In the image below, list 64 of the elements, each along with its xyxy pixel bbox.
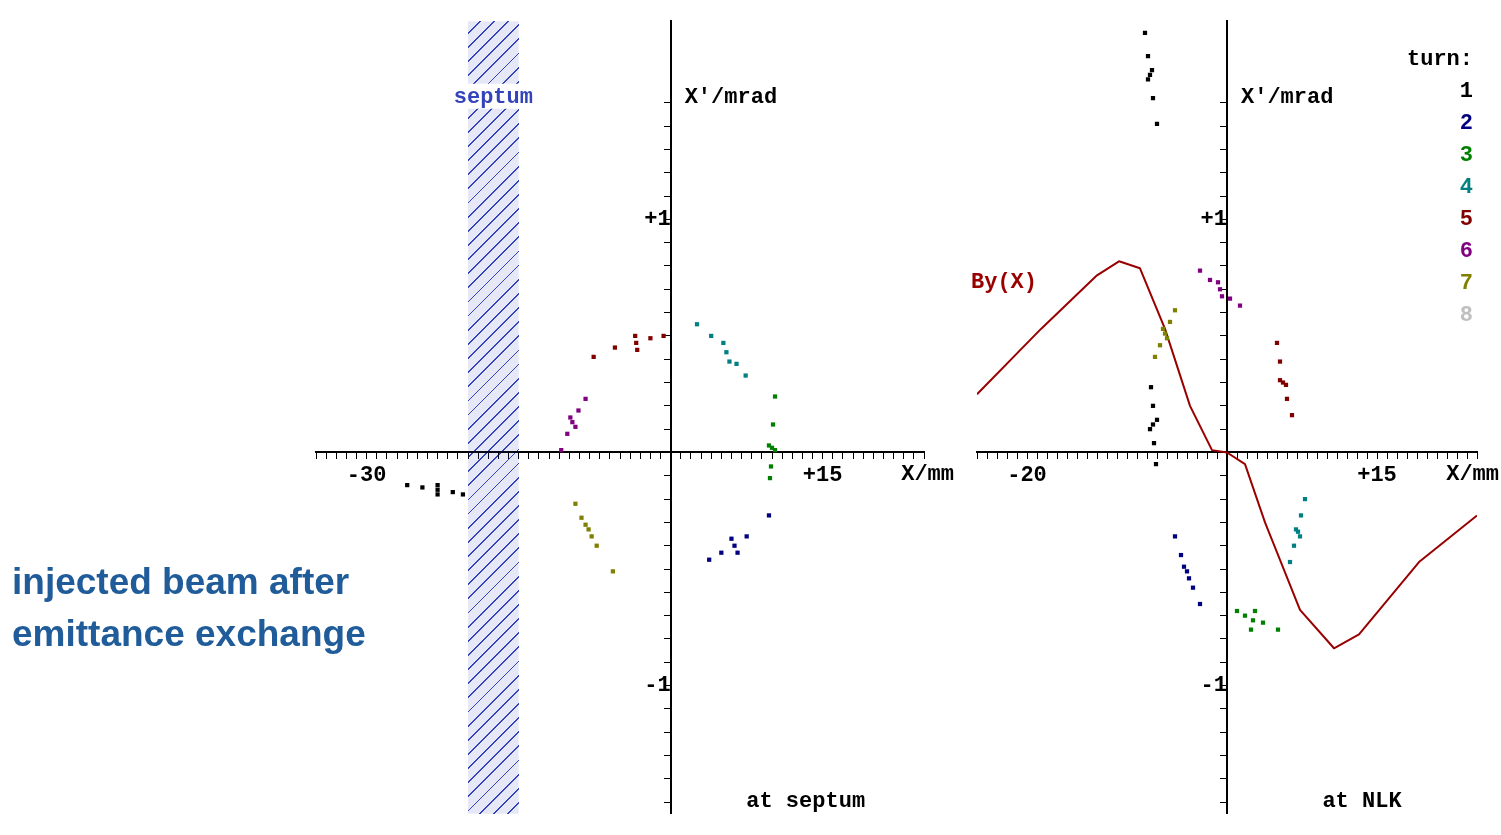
point xyxy=(586,527,591,532)
text: 2 xyxy=(1458,110,1473,138)
point xyxy=(1297,534,1303,539)
point xyxy=(734,361,739,366)
point xyxy=(1227,296,1233,301)
point xyxy=(1150,422,1156,427)
point xyxy=(1277,359,1283,364)
point xyxy=(729,536,734,541)
point xyxy=(1145,77,1151,82)
point xyxy=(435,487,440,492)
y-axis-title: X'/mrad xyxy=(684,84,778,110)
text: 4 xyxy=(1458,174,1473,202)
point xyxy=(661,333,666,339)
point xyxy=(568,415,573,420)
text: 1 xyxy=(1458,78,1473,106)
x-tick-label: -30 xyxy=(346,463,387,489)
y-tick-label: -1 xyxy=(1200,673,1227,699)
point xyxy=(768,464,774,469)
point xyxy=(589,534,594,539)
legend-label: 8 xyxy=(1458,302,1473,330)
annotation: at NLK xyxy=(1322,789,1403,814)
point xyxy=(420,485,425,490)
text: 7 xyxy=(1458,270,1473,298)
point xyxy=(435,492,440,497)
point xyxy=(460,492,466,497)
point xyxy=(744,534,749,539)
point xyxy=(576,408,581,413)
point xyxy=(743,373,748,378)
x-axis-title: X/mm xyxy=(1446,462,1499,488)
point xyxy=(735,550,740,555)
point xyxy=(1298,513,1304,518)
point xyxy=(573,424,578,429)
text: injected beam after emittance exchange xyxy=(12,560,367,656)
text: 5 xyxy=(1458,206,1473,234)
y-tick-label: +1 xyxy=(1200,206,1227,232)
point xyxy=(1162,331,1168,336)
point xyxy=(766,513,772,518)
point xyxy=(1172,534,1178,539)
y-tick-label: +1 xyxy=(644,206,671,232)
point xyxy=(579,515,584,520)
point xyxy=(770,422,776,427)
point xyxy=(732,543,737,548)
series-label: By(X) xyxy=(971,270,1038,296)
x-tick-label: -20 xyxy=(1007,463,1047,489)
x-axis-title: X/mm xyxy=(901,462,954,488)
point xyxy=(727,359,732,364)
point xyxy=(583,522,588,527)
point xyxy=(648,336,653,341)
text: 3 xyxy=(1458,142,1473,170)
point xyxy=(772,394,778,399)
legend-title: turn: xyxy=(1406,46,1473,74)
x-tick-label: +15 xyxy=(802,463,843,489)
band-label: septum xyxy=(453,84,533,110)
x-tick-label: +15 xyxy=(1357,463,1397,489)
point xyxy=(724,350,729,355)
y-tick-label: -1 xyxy=(644,673,671,699)
point xyxy=(1237,303,1243,308)
annotation: at septum xyxy=(746,789,866,814)
y-axis-title: X'/mrad xyxy=(1241,84,1334,110)
point xyxy=(583,396,588,401)
point xyxy=(573,501,578,506)
point xyxy=(612,345,618,350)
text: 6 xyxy=(1458,238,1473,266)
point xyxy=(435,482,440,488)
